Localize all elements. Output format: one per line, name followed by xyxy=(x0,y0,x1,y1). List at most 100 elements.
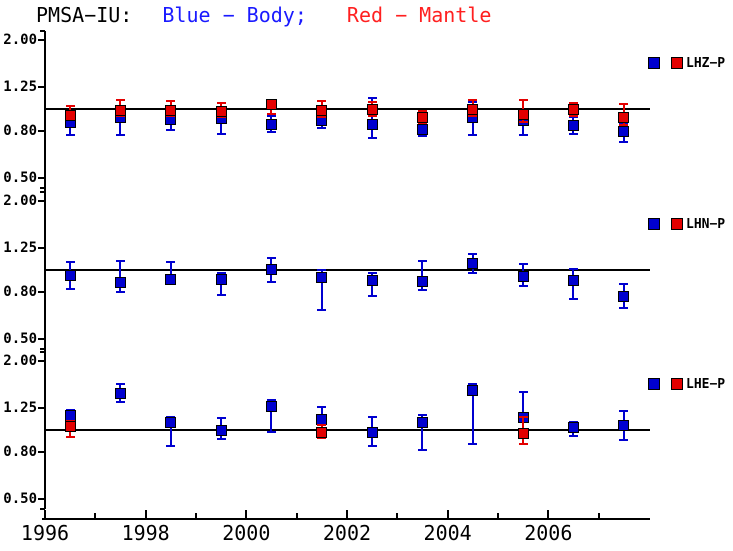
reference-line xyxy=(45,108,650,110)
error-bar-cap-top xyxy=(65,261,75,264)
data-point xyxy=(316,104,328,116)
data-point xyxy=(416,416,428,428)
error-bar-cap-bottom xyxy=(216,293,226,296)
error-bar-cap-top xyxy=(417,259,427,262)
error-bar-cap-bottom xyxy=(468,115,478,118)
error-bar xyxy=(270,400,273,432)
x-axis-minor-tick xyxy=(295,513,298,518)
error-bar-cap-bottom xyxy=(216,132,226,135)
error-bar-cap-bottom xyxy=(317,437,327,440)
error-bar-cap-bottom xyxy=(417,448,427,451)
error-bar-cap-bottom xyxy=(115,400,125,403)
x-axis-minor-tick xyxy=(396,513,399,518)
error-bar-cap-bottom xyxy=(317,126,327,129)
data-point xyxy=(316,271,328,283)
error-bar-cap-top xyxy=(518,390,528,393)
error-bar-cap-bottom xyxy=(518,442,528,445)
error-bar-cap-bottom xyxy=(417,121,427,124)
error-bar-cap-top xyxy=(266,399,276,402)
error-bar-cap-top xyxy=(65,419,75,422)
y-axis-edge-tick xyxy=(40,186,45,189)
y-axis-edge-tick xyxy=(40,190,45,193)
error-bar-cap-bottom xyxy=(417,288,427,291)
data-point xyxy=(366,426,378,438)
title-body-label: Blue − Body; xyxy=(162,3,307,27)
data-point xyxy=(618,419,630,431)
error-bar-cap-bottom xyxy=(518,285,528,288)
error-bar-cap-top xyxy=(568,116,578,119)
error-bar-cap-top xyxy=(417,414,427,417)
error-bar-cap-top xyxy=(518,415,528,418)
data-point xyxy=(265,98,277,110)
y-axis-edge-tick xyxy=(40,350,45,353)
data-point xyxy=(215,424,227,436)
data-point xyxy=(114,387,126,399)
error-bar-cap-bottom xyxy=(518,120,528,123)
data-point xyxy=(517,427,529,439)
y-axis-tick xyxy=(38,451,45,454)
x-axis-tick-label: 2004 xyxy=(423,521,472,545)
y-axis-tick-label: 1.25 xyxy=(3,239,37,256)
error-bar-cap-bottom xyxy=(568,297,578,300)
y-axis-tick-label: 2.00 xyxy=(3,353,37,369)
y-axis-edge-tick xyxy=(40,347,45,350)
y-axis-tick xyxy=(38,200,45,202)
x-axis-tick-label: 1998 xyxy=(121,521,170,545)
error-bar-cap-bottom xyxy=(65,134,75,137)
x-axis-major-tick xyxy=(345,510,348,518)
error-bar xyxy=(421,415,424,450)
data-point xyxy=(265,118,277,130)
x-axis-major-tick xyxy=(547,510,550,518)
legend-body-swatch xyxy=(648,56,660,69)
x-axis-tick-label: 2000 xyxy=(222,521,271,545)
error-bar-cap-bottom xyxy=(266,131,276,134)
error-bar-cap-bottom xyxy=(619,124,629,127)
error-bar-cap-bottom xyxy=(166,128,176,131)
x-axis-major-tick xyxy=(144,510,147,518)
error-bar-cap-top xyxy=(317,269,327,271)
y-axis-tick-label: 1.25 xyxy=(3,399,37,416)
legend-mantle-swatch xyxy=(671,56,683,69)
error-bar-cap-top xyxy=(166,261,176,264)
error-bar-cap-bottom xyxy=(619,307,629,310)
y-axis-edge-tick xyxy=(40,29,45,32)
data-point xyxy=(215,273,227,285)
data-point xyxy=(64,420,76,432)
reference-line xyxy=(45,429,650,431)
error-bar xyxy=(320,270,323,310)
error-bar-cap-bottom xyxy=(367,115,377,118)
data-point xyxy=(366,118,378,130)
data-point xyxy=(265,263,277,275)
error-bar-cap-top xyxy=(568,102,578,105)
error-bar-cap-top xyxy=(317,405,327,408)
error-bar xyxy=(371,97,374,138)
error-bar-cap-top xyxy=(417,110,427,112)
data-point xyxy=(114,104,126,116)
title-mantle-label: Red − Mantle xyxy=(346,3,492,27)
error-bar-cap-bottom xyxy=(266,431,276,433)
panel-legend-label: LHN−P xyxy=(686,216,726,232)
data-point xyxy=(416,111,428,123)
error-bar-cap-top xyxy=(115,383,125,386)
error-bar-cap-bottom xyxy=(317,308,327,311)
error-bar-cap-top xyxy=(166,100,176,103)
error-bar-cap-bottom xyxy=(568,435,578,438)
data-point xyxy=(64,269,76,281)
data-point xyxy=(567,274,579,286)
data-point xyxy=(165,416,177,428)
error-bar xyxy=(119,261,122,293)
error-bar-cap-top xyxy=(266,256,276,259)
error-bar-cap-bottom xyxy=(367,445,377,448)
x-axis-minor-tick xyxy=(194,513,197,518)
chart-title: PMSA−IU: Blue − Body; Red − Mantle xyxy=(36,3,491,27)
error-bar xyxy=(471,383,474,444)
data-point xyxy=(618,125,630,137)
error-bar-cap-bottom xyxy=(266,280,276,283)
y-axis-tick-label: 2.00 xyxy=(3,193,37,209)
y-axis-tick-label: 0.80 xyxy=(3,284,37,301)
data-point xyxy=(467,385,479,397)
data-point xyxy=(165,273,177,285)
data-point xyxy=(517,108,529,120)
error-bar-cap-bottom xyxy=(468,272,478,275)
reference-line xyxy=(45,269,650,271)
